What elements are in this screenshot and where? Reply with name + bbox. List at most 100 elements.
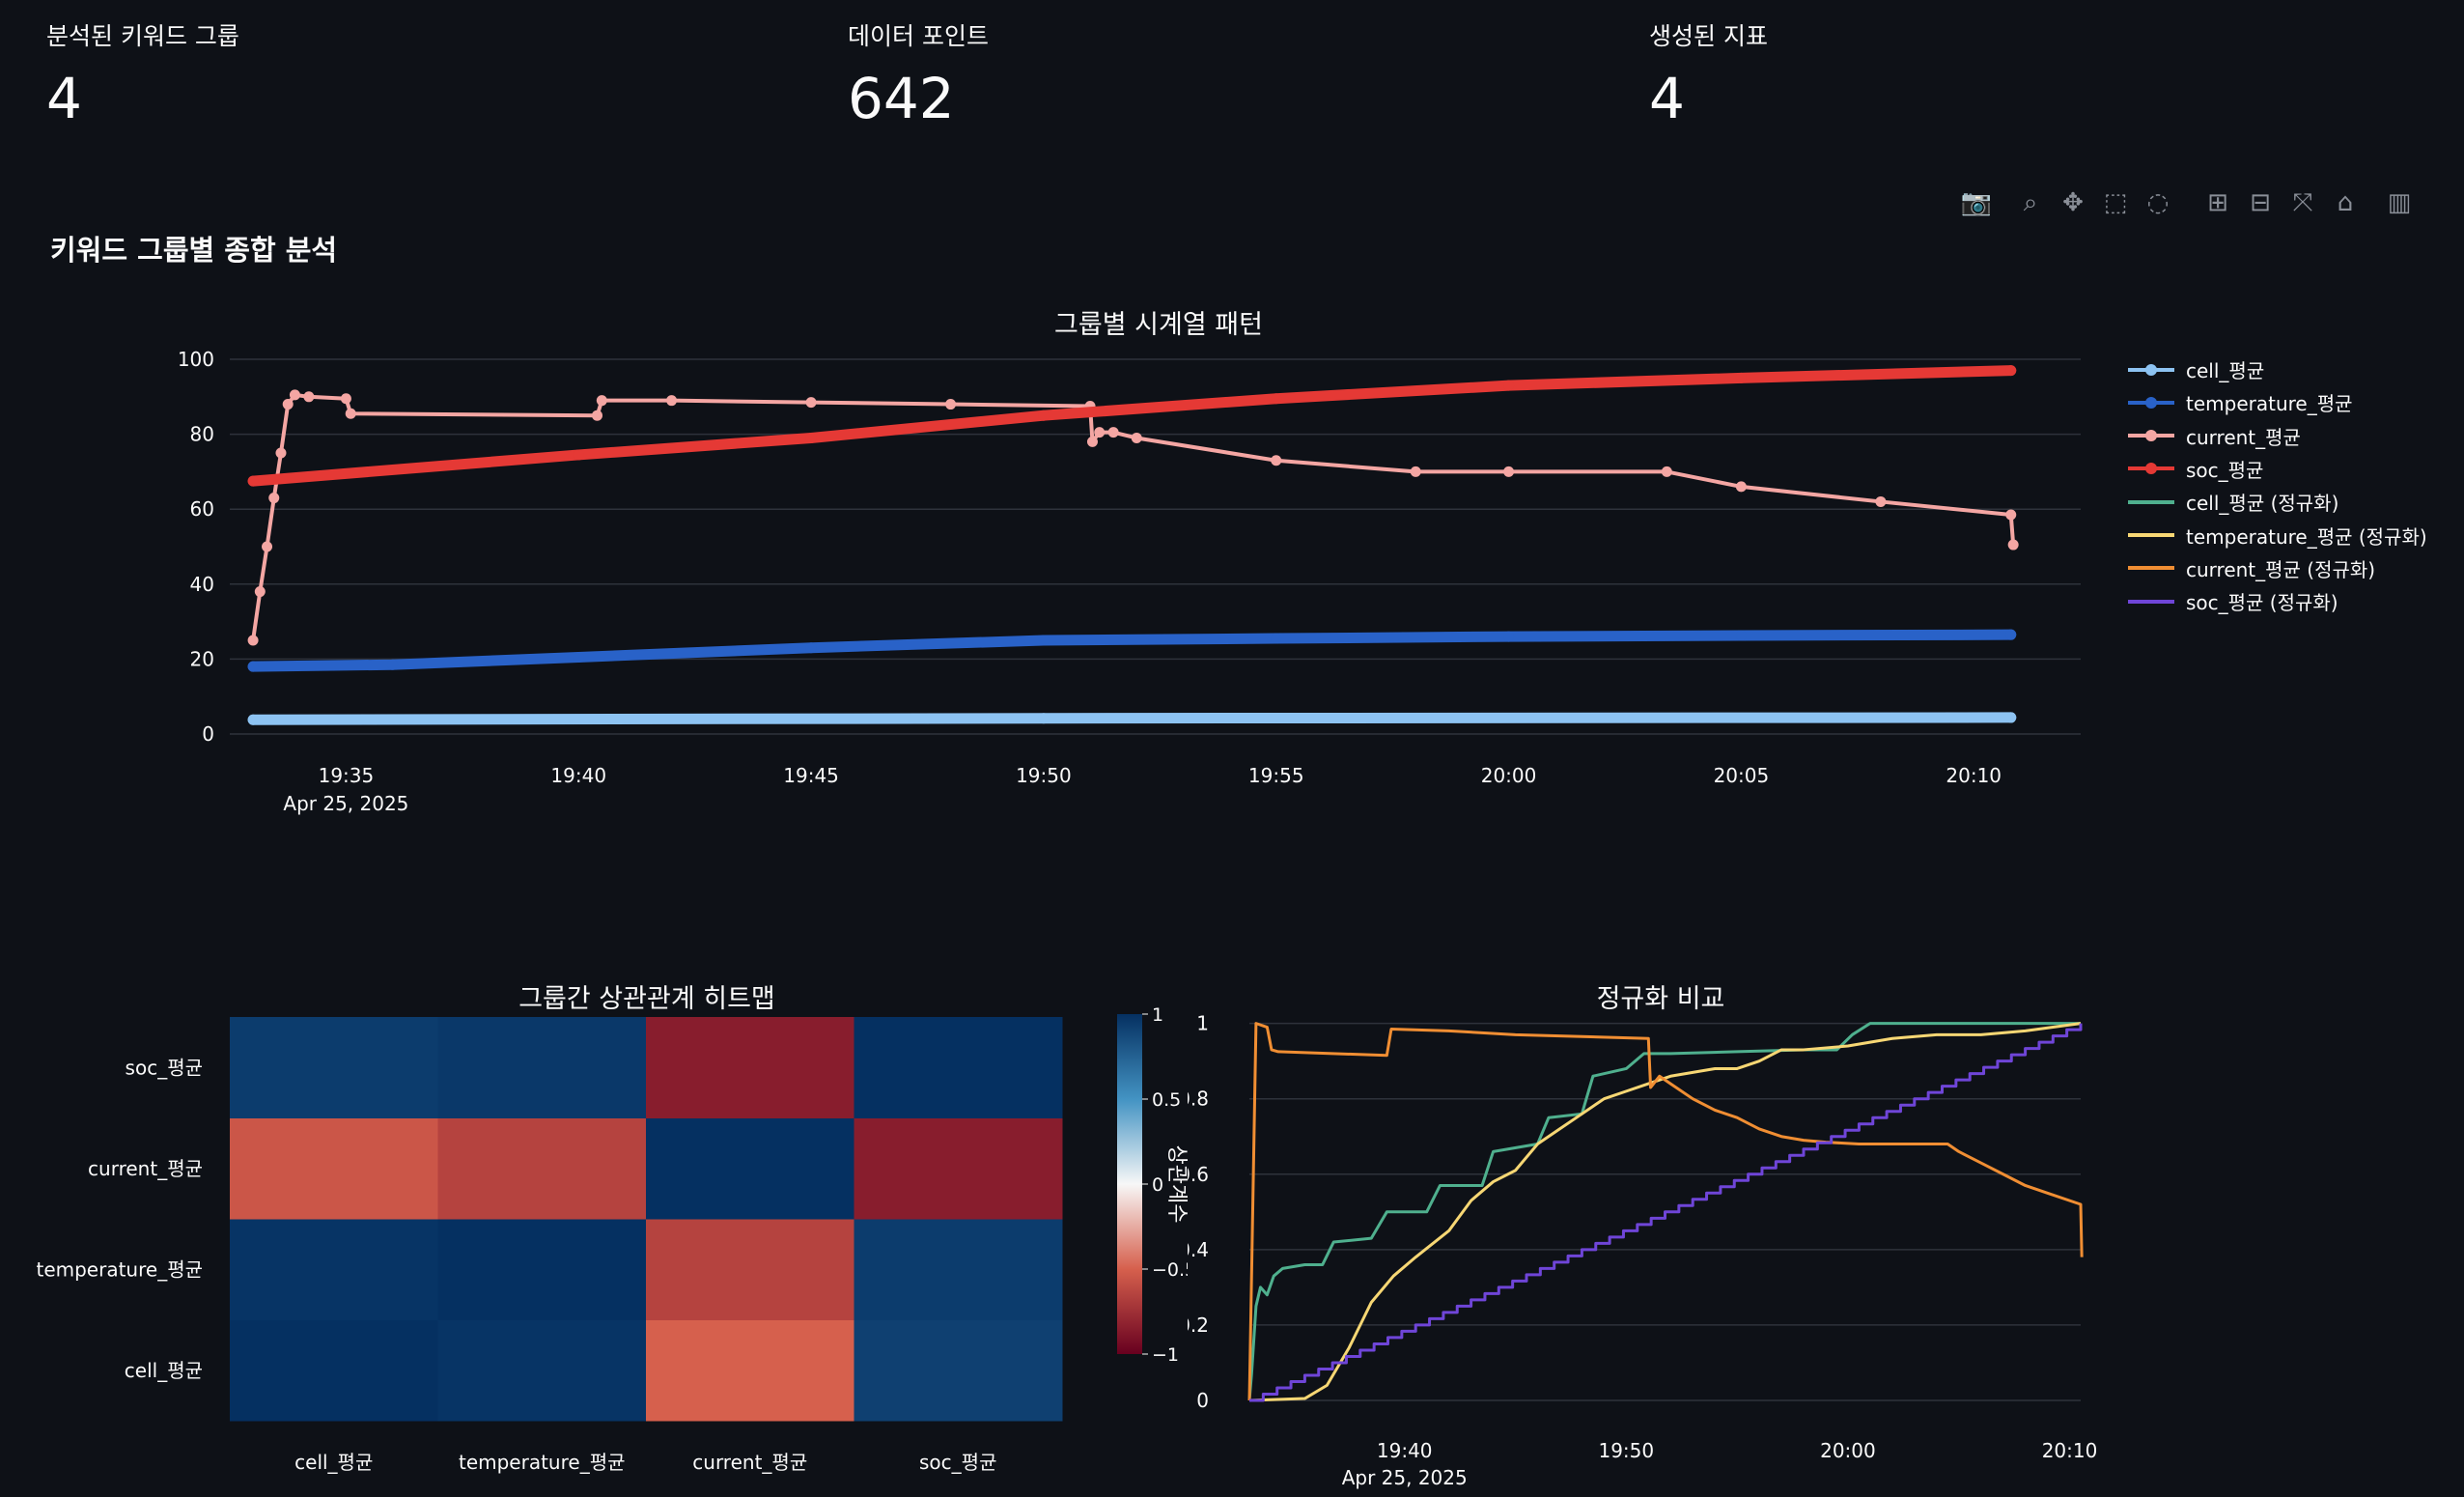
data-point-temperature: [247, 661, 259, 672]
legend-item-current_norm[interactable]: current_평균 (정규화): [2124, 554, 2375, 582]
legend-swatch-marker: [2145, 363, 2157, 376]
data-point-current: [289, 389, 300, 401]
data-point-temperature: [805, 642, 817, 654]
box-select-icon[interactable]: ⬚: [2103, 188, 2128, 217]
data-point-soc: [805, 432, 817, 443]
camera-icon[interactable]: 📷: [1960, 188, 1993, 217]
legend-item-current[interactable]: current_평균: [2124, 422, 2301, 450]
data-point-current: [666, 395, 678, 407]
x-tick-label: 20:00: [1481, 764, 1537, 787]
heatmap-y-label: soc_평균: [126, 1056, 203, 1079]
normalized-comparison-chart[interactable]: 0 0.2 0.4 0.6 0.8 1 19:40 19:50 20:00 20:10 Apr 25…: [1188, 1004, 2153, 1497]
metric-label: 생성된 지표: [1649, 22, 1768, 50]
legend-item-cell_norm[interactable]: cell_평균 (정규화): [2124, 488, 2338, 516]
heatmap-y-label: temperature_평균: [36, 1257, 203, 1281]
legend-item-temperature_norm[interactable]: temperature_평균 (정규화): [2124, 522, 2427, 550]
colorbar: [1117, 1014, 1142, 1354]
legend-label: current_평균: [2186, 425, 2301, 449]
data-point-current: [1131, 432, 1142, 443]
legend-item-temperature[interactable]: temperature_평균: [2124, 388, 2353, 416]
metric-data-points: 데이터 포인트 642: [848, 17, 989, 131]
y-tick-label: 0.8: [1188, 1087, 1209, 1111]
x-tick-label: 19:40: [550, 764, 606, 787]
heatmap-cell: [437, 1319, 647, 1422]
colorbar-title: 상관계수: [1164, 1145, 1188, 1224]
heatmap-cell: [437, 1017, 647, 1118]
x-tick-label: 19:55: [1248, 764, 1304, 787]
legend-label: cell_평균 (정규화): [2186, 492, 2339, 516]
data-point-current: [596, 395, 607, 407]
data-point-current: [1107, 427, 1119, 438]
heatmap-title: 그룹간 상관관계 히트맵: [518, 984, 775, 1014]
heatmap-y-label: cell_평균: [125, 1359, 203, 1382]
autoscale-icon[interactable]: ⤧: [2292, 188, 2313, 217]
data-point-soc: [247, 475, 259, 487]
timeseries-chart-title: 그룹별 시계열 패턴: [1054, 310, 1263, 340]
data-point-soc: [1271, 393, 1282, 405]
legend-swatch-marker: [2145, 430, 2157, 442]
correlation-heatmap[interactable]: cell_평균temperature_평균current_평균soc_평균cel…: [0, 1004, 1188, 1497]
legend-swatch-marker: [2145, 463, 2157, 475]
heatmap-cell: [437, 1219, 647, 1320]
heatmap-cell: [646, 1219, 854, 1320]
timeseries-chart[interactable]: 0 20 40 60 80 100 19:35 19:40 19:45 19:50 19:55 20:…: [0, 338, 2105, 831]
heatmap-x-label: soc_평균: [919, 1451, 996, 1474]
heatmap-x-label: current_평균: [692, 1451, 807, 1474]
data-point-current: [247, 635, 259, 646]
legend-swatch: [2128, 396, 2174, 409]
heatmap-cell: [437, 1117, 647, 1220]
legend-swatch: [2128, 430, 2174, 442]
x-tick-label: 19:50: [1598, 1439, 1654, 1462]
metric-value: 4: [46, 66, 82, 131]
data-point-current: [275, 447, 287, 459]
legend-item-soc_norm[interactable]: soc_평균 (정규화): [2124, 587, 2338, 615]
data-point-soc: [2005, 365, 2017, 377]
zoom-in-icon[interactable]: ⊞: [2207, 188, 2228, 217]
data-point-temperature: [1038, 635, 1050, 646]
x-tick-label: 19:45: [783, 764, 839, 787]
legend-label: temperature_평균 (정규화): [2186, 524, 2427, 549]
y-tick-label: 60: [190, 497, 214, 521]
series-line-current: [251, 392, 2016, 642]
heatmap-cell: [854, 1319, 1063, 1422]
reset-axes-icon[interactable]: ⌂: [2337, 188, 2354, 217]
series-line-soc_norm: [1249, 1023, 2083, 1402]
plotly-logo-icon[interactable]: ▥: [2387, 188, 2412, 217]
data-point-current: [2005, 509, 2017, 521]
legend-label: soc_평균 (정규화): [2186, 591, 2338, 615]
series-line-temperature: [247, 629, 2017, 672]
x-tick-label: 20:00: [1820, 1439, 1876, 1462]
legend-swatch: [2128, 566, 2174, 571]
data-point-current: [1094, 427, 1106, 438]
metric-keyword-groups: 분석된 키워드 그룹 4: [46, 17, 239, 131]
legend-item-cell[interactable]: cell_평균: [2124, 355, 2264, 383]
x-tick-label: 19:35: [319, 764, 375, 787]
x-date-label: Apr 25, 2025: [1342, 1466, 1468, 1489]
data-point-cell: [247, 714, 259, 725]
x-tick-label: 19:50: [1016, 764, 1072, 787]
series-line-temperature_norm: [1248, 1022, 2082, 1402]
data-point-soc: [1503, 380, 1515, 391]
heatmap-x-label: temperature_평균: [459, 1451, 626, 1474]
legend-swatch: [2128, 533, 2174, 537]
y-tick-label: 20: [190, 647, 214, 670]
colorbar-tick-label: 1: [1152, 1004, 1163, 1026]
legend-swatch: [2128, 499, 2174, 504]
lasso-icon[interactable]: ◌: [2146, 188, 2170, 217]
heatmap-cell: [646, 1017, 854, 1118]
legend-item-soc[interactable]: soc_평균: [2124, 455, 2263, 483]
colorbar-tick-label: −1: [1152, 1344, 1179, 1366]
data-point-temperature: [573, 651, 584, 663]
data-point-current: [1735, 481, 1747, 493]
heatmap-cell: [646, 1319, 854, 1422]
series-line-cell: [247, 712, 2017, 725]
pan-icon[interactable]: ✥: [2062, 188, 2084, 217]
y-tick-label: 80: [190, 423, 214, 446]
data-point-current: [1271, 455, 1282, 466]
legend-label: cell_평균: [2186, 359, 2265, 382]
zoom-icon[interactable]: ⌕: [2023, 188, 2038, 217]
zoom-out-icon[interactable]: ⊟: [2250, 188, 2271, 217]
data-point-soc: [1038, 410, 1050, 421]
heatmap-cell: [854, 1017, 1063, 1118]
data-point-current: [1086, 436, 1098, 447]
